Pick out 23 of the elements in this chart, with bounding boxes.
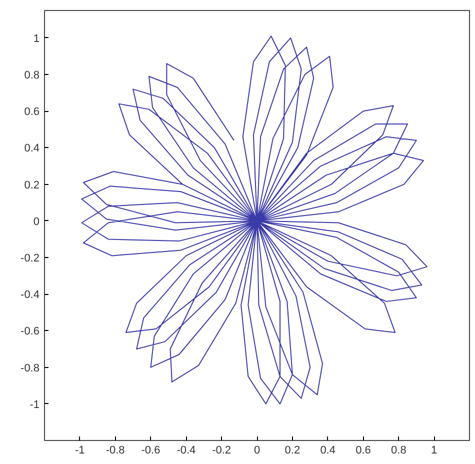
line-series [81,36,428,404]
x-tick-label: -0.8 [106,444,125,456]
x-tick-label: 0.8 [391,444,406,456]
x-tick-label: 0.2 [284,444,300,456]
y-tick-label: 0.2 [24,179,40,192]
x-tick-label: -0.6 [141,444,160,456]
y-tick-label: 0.6 [24,106,40,118]
y-tick-label: -0.4 [20,289,40,302]
x-tick-label: -0.2 [212,444,232,456]
x-tick-label: 0.6 [356,444,371,456]
y-tick-label: 0.8 [24,70,40,82]
y-tick-label: 0.4 [24,142,40,155]
y-tick-label: 1 [33,32,40,45]
y-tick-label: -0.8 [20,362,40,374]
y-tick-label: -1 [30,398,40,411]
y-tick-label: -0.2 [20,252,40,265]
y-tick-label: 0 [33,216,40,228]
x-tick-label: -0.4 [176,444,196,456]
y-tick-label: -0.6 [20,326,40,338]
x-tick-label: 1 [431,444,438,456]
x-tick-label: 0.4 [320,444,336,456]
x-tick-label: -1 [75,444,85,456]
x-tick-label: 0 [254,444,260,456]
